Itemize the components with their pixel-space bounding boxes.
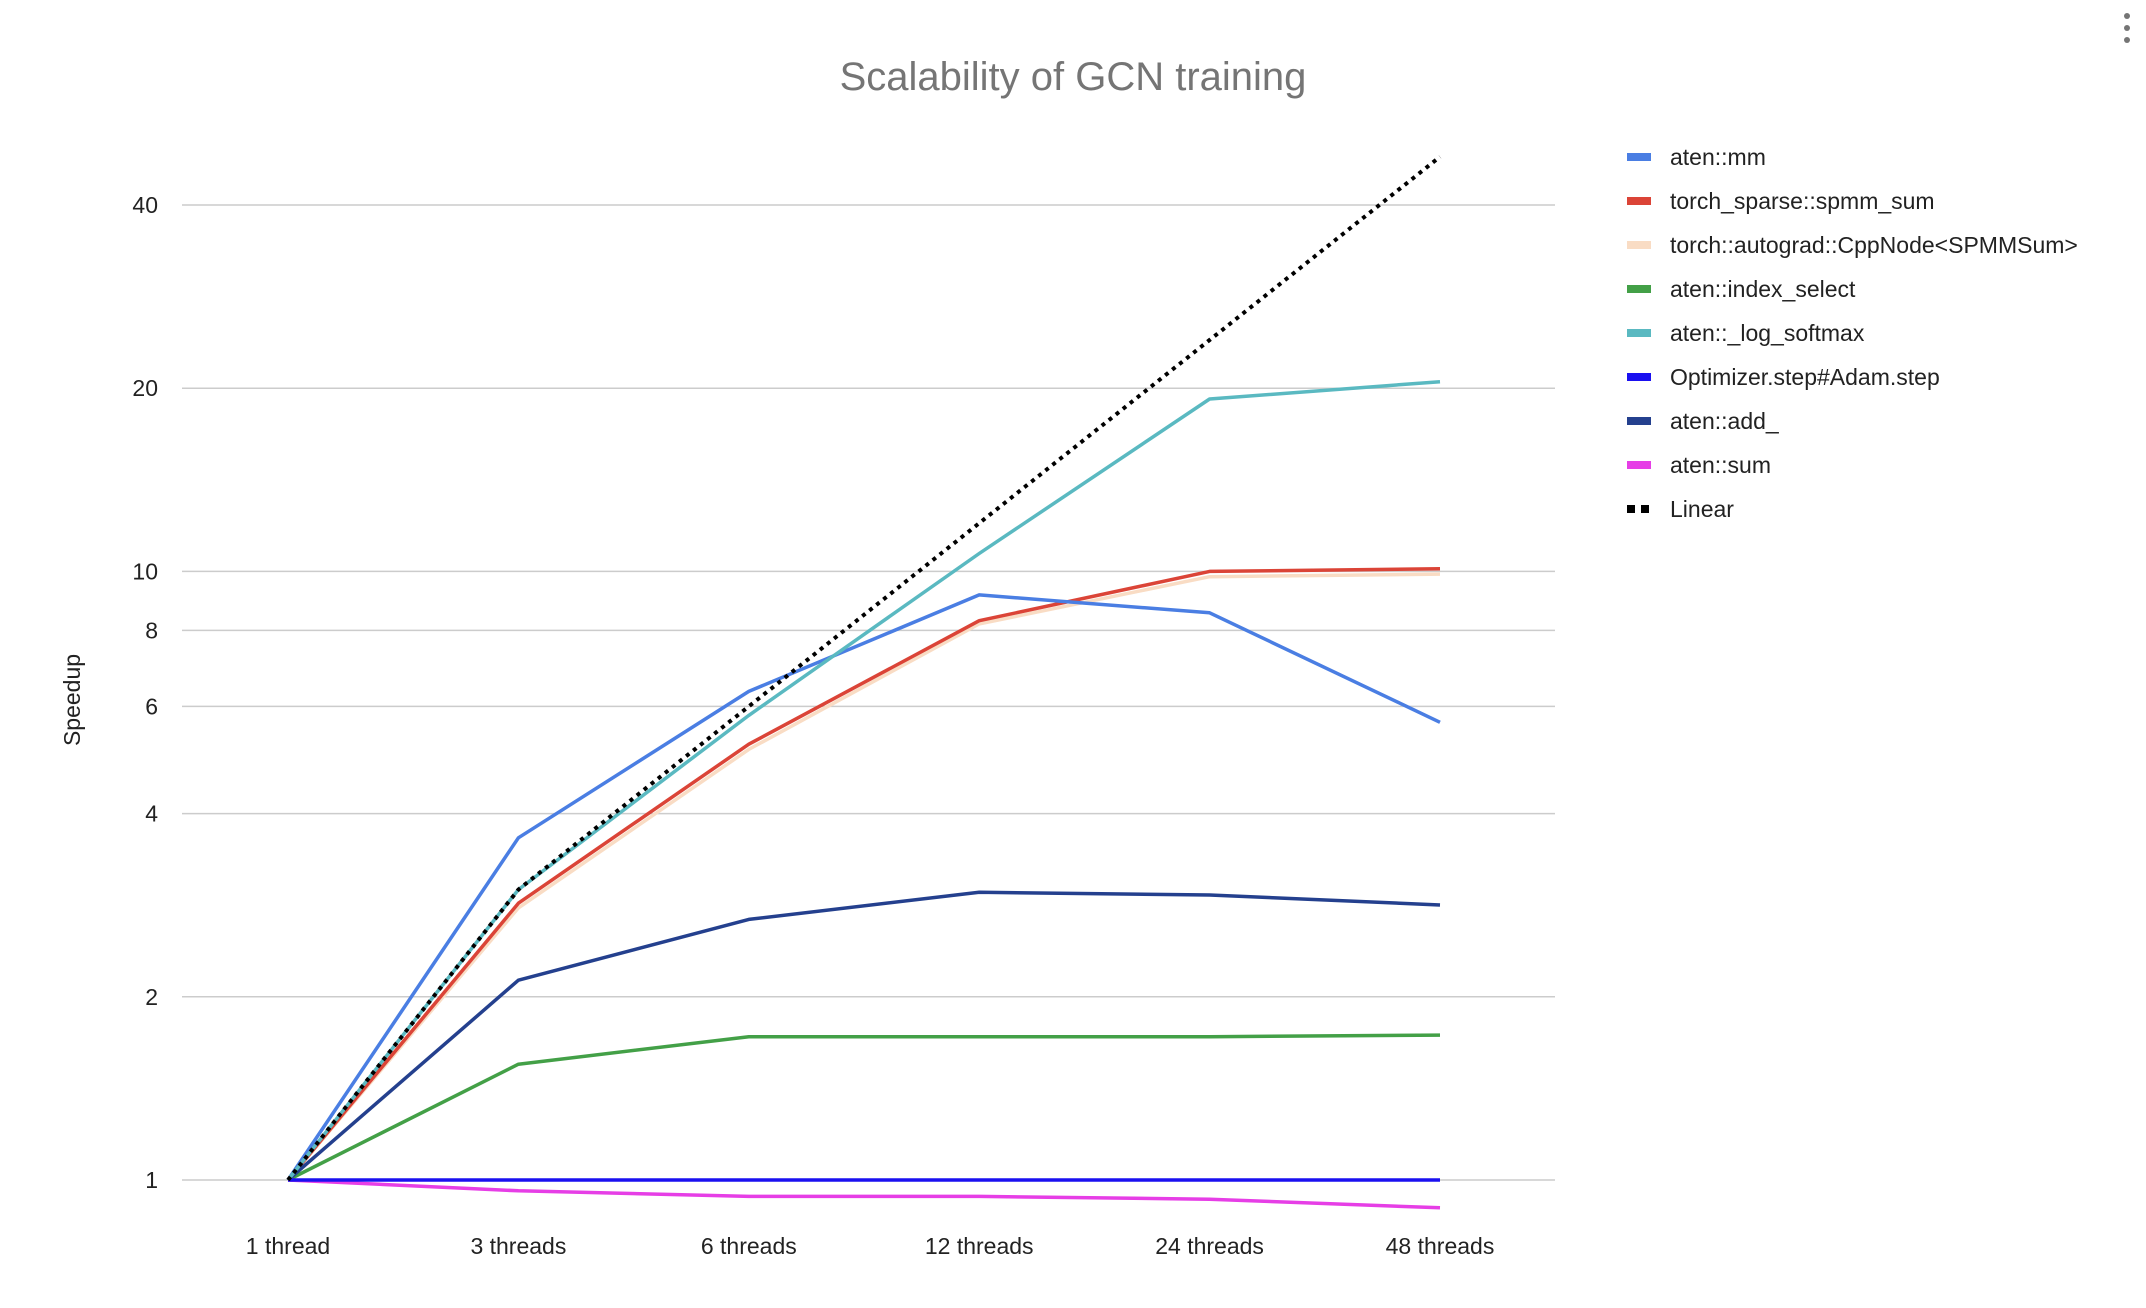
y-tick-label: 8	[145, 617, 158, 643]
legend-label: aten::index_select	[1670, 276, 1856, 302]
series-lines	[286, 155, 1442, 1210]
y-tick-label: 4	[145, 801, 158, 827]
series-line	[286, 593, 1441, 1181]
y-tick-label: 6	[145, 693, 158, 719]
legend-swatch	[1627, 285, 1651, 293]
legend-label: aten::sum	[1670, 452, 1771, 478]
x-tick-label: 1 thread	[246, 1233, 330, 1259]
y-tick-label: 1	[145, 1167, 158, 1193]
x-tick-label: 6 threads	[701, 1233, 797, 1259]
series-line	[286, 155, 1442, 1182]
legend-swatch	[1641, 505, 1649, 513]
x-tick-label: 24 threads	[1155, 1233, 1264, 1259]
series-line	[286, 572, 1441, 1182]
series-line	[286, 890, 1441, 1182]
chart-title: Scalability of GCN training	[840, 55, 1307, 99]
legend-swatch	[1627, 153, 1651, 161]
x-tick-label: 48 threads	[1386, 1233, 1495, 1259]
legend-label: aten::mm	[1670, 144, 1766, 170]
series-line	[287, 1033, 1441, 1182]
y-axis-ticks: 1 2 4 6 8 10 20 40	[132, 192, 158, 1193]
x-tick-label: 3 threads	[470, 1233, 566, 1259]
legend-swatch	[1627, 373, 1651, 381]
y-tick-label: 20	[132, 375, 158, 401]
legend-swatch	[1627, 197, 1651, 205]
legend-swatch	[1627, 461, 1651, 469]
series-line	[287, 1178, 1441, 1210]
legend: aten::mmtorch_sparse::spmm_sumtorch::aut…	[1627, 144, 2078, 522]
y-tick-label: 10	[132, 558, 158, 584]
y-tick-label: 2	[145, 984, 158, 1010]
series-line	[286, 379, 1441, 1182]
legend-swatch	[1627, 417, 1651, 425]
series-line	[286, 567, 1441, 1182]
legend-label: Linear	[1670, 496, 1734, 522]
legend-label: torch_sparse::spmm_sum	[1670, 188, 1935, 214]
y-tick-label: 40	[132, 192, 158, 218]
legend-swatch	[1627, 505, 1635, 513]
x-tick-label: 12 threads	[925, 1233, 1034, 1259]
legend-swatch	[1627, 241, 1651, 249]
legend-label: aten::add_	[1670, 408, 1780, 434]
legend-label: Optimizer.step#Adam.step	[1670, 364, 1940, 390]
y-axis-label: Speedup	[59, 654, 85, 746]
more-options-icon[interactable]	[2124, 13, 2130, 43]
legend-label: aten::_log_softmax	[1670, 320, 1865, 346]
x-axis-ticks: 1 thread 3 threads 6 threads 12 threads 24 t…	[246, 1233, 1495, 1259]
legend-swatch	[1627, 329, 1651, 337]
legend-label: torch::autograd::CppNode<SPMMSum>	[1670, 232, 2078, 258]
